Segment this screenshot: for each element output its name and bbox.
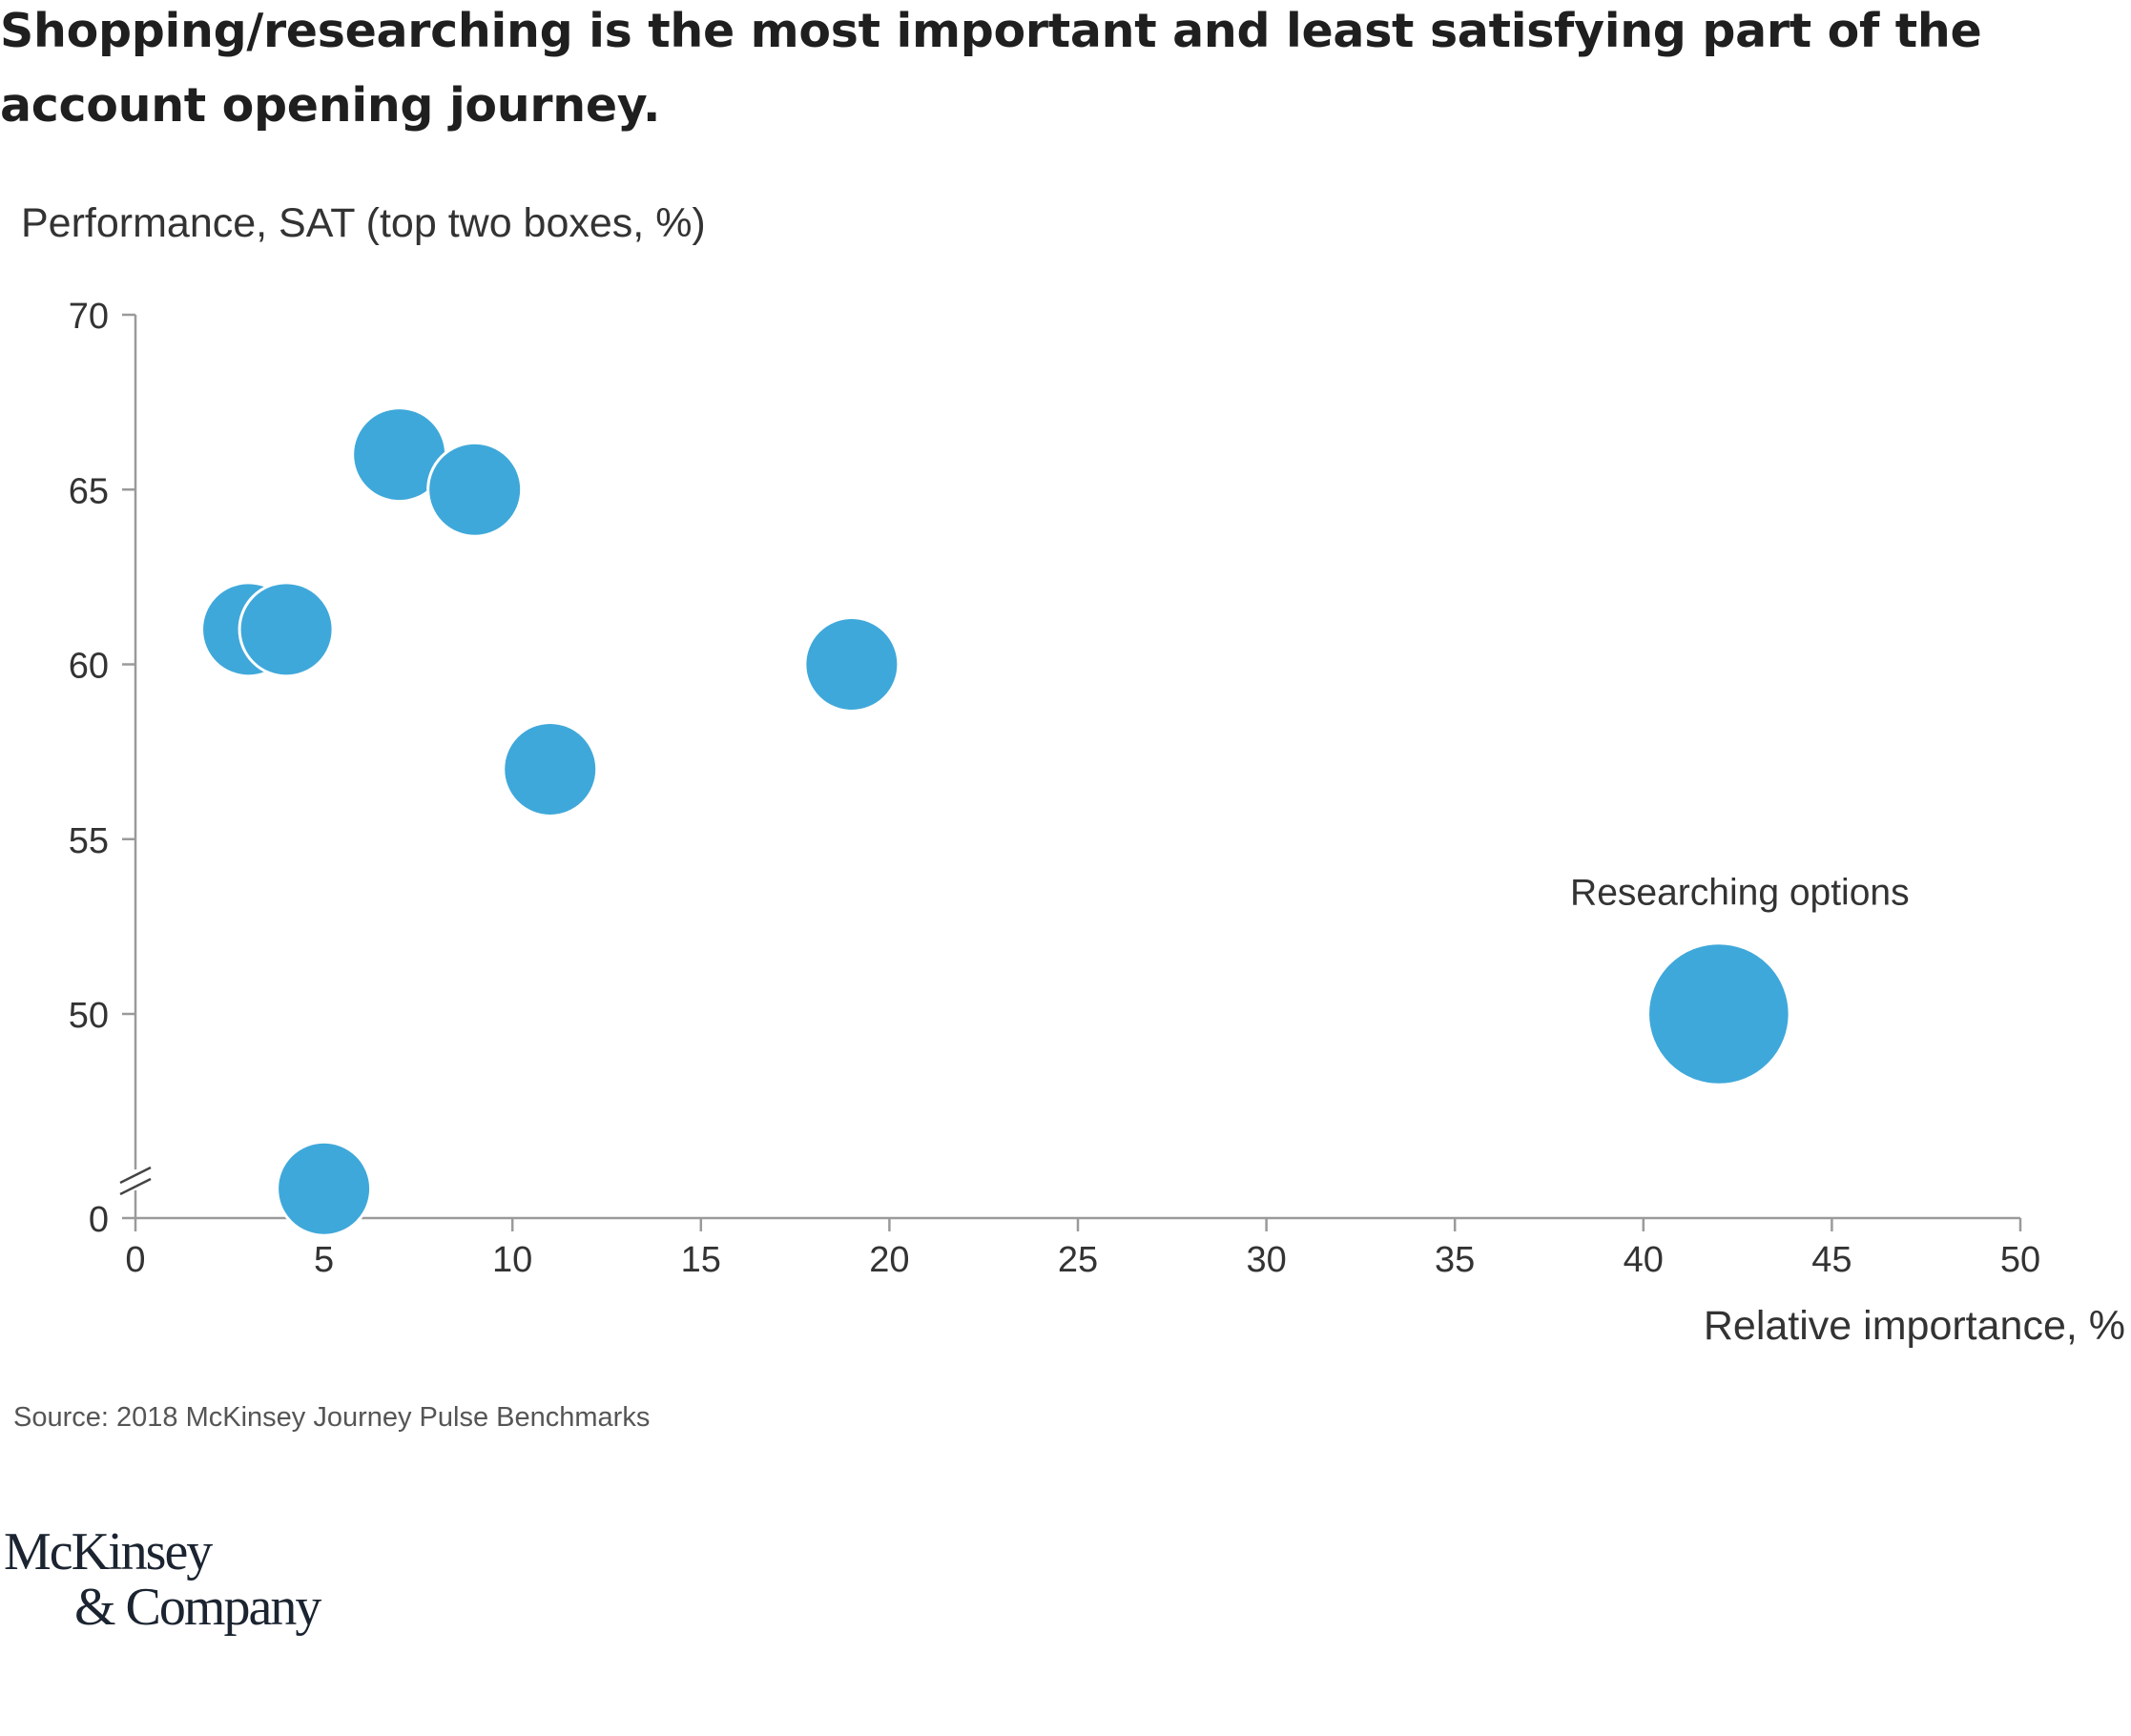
x-tick-label: 10 bbox=[492, 1240, 532, 1280]
axis-break-mark bbox=[119, 1166, 152, 1185]
mckinsey-logo: McKinsey & Company bbox=[4, 1522, 321, 1637]
bubble-point-7 bbox=[276, 1140, 373, 1237]
x-tick-label: 5 bbox=[314, 1240, 334, 1280]
y-tick-label: 70 bbox=[69, 297, 109, 337]
y-tick-label: 55 bbox=[69, 821, 109, 861]
chart-axes bbox=[119, 313, 2022, 1231]
x-tick-label: 25 bbox=[1058, 1240, 1098, 1280]
chart-labels: Performance, SAT (top two boxes, %)05055… bbox=[21, 200, 2125, 1349]
x-tick-label: 20 bbox=[869, 1240, 909, 1280]
x-tick-label: 0 bbox=[125, 1240, 145, 1280]
bubble-chart: Performance, SAT (top two boxes, %)05055… bbox=[21, 200, 2125, 1349]
x-tick-label: 40 bbox=[1624, 1240, 1664, 1280]
x-tick-label: 30 bbox=[1246, 1240, 1286, 1280]
logo-line-2: & Company bbox=[74, 1578, 321, 1637]
x-axis-label: Relative importance, % bbox=[1704, 1303, 2125, 1349]
bubble-point-6 bbox=[803, 616, 900, 713]
y-tick-label: 0 bbox=[89, 1200, 109, 1240]
axis-break-mark bbox=[119, 1177, 152, 1196]
x-tick-label: 45 bbox=[1811, 1240, 1852, 1280]
chart-title: Shopping/researching is the most importa… bbox=[0, 4, 1982, 133]
x-tick-label: 15 bbox=[681, 1240, 721, 1280]
source-note: Source: 2018 McKinsey Journey Pulse Benc… bbox=[13, 1402, 651, 1433]
chart-bubbles bbox=[200, 406, 1791, 1237]
bubble-point-8 bbox=[1646, 941, 1791, 1086]
y-tick-label: 60 bbox=[69, 647, 109, 687]
bubble-point-2 bbox=[238, 581, 335, 678]
x-tick-label: 50 bbox=[2000, 1240, 2040, 1280]
y-axis-label: Performance, SAT (top two boxes, %) bbox=[21, 200, 706, 246]
y-tick-label: 50 bbox=[69, 996, 109, 1036]
logo-line-1: McKinsey bbox=[4, 1522, 213, 1581]
bubble-point-5 bbox=[502, 720, 599, 817]
bubble-label: Researching options bbox=[1570, 873, 1910, 914]
x-tick-label: 35 bbox=[1435, 1240, 1475, 1280]
bubble-point-4 bbox=[426, 441, 524, 538]
y-tick-label: 65 bbox=[69, 471, 109, 511]
